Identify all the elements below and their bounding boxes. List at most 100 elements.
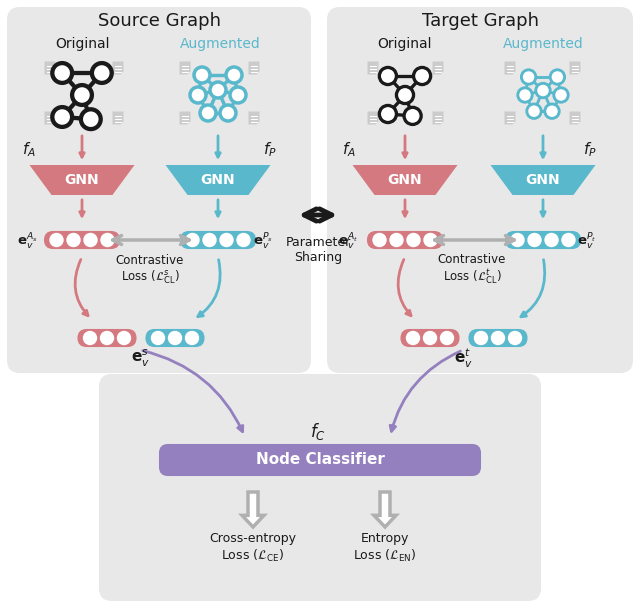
Polygon shape (353, 165, 458, 195)
Polygon shape (248, 62, 259, 74)
Circle shape (237, 233, 250, 247)
Text: $f_A$: $f_A$ (342, 141, 356, 160)
Circle shape (220, 105, 236, 121)
Circle shape (186, 233, 199, 247)
Polygon shape (179, 62, 191, 74)
Circle shape (50, 233, 63, 247)
Polygon shape (367, 62, 378, 74)
Circle shape (81, 109, 100, 129)
Text: Cross-entropy
Loss ($\mathcal{L}_{\mathrm{CE}}$): Cross-entropy Loss ($\mathcal{L}_{\mathr… (209, 532, 296, 564)
Polygon shape (570, 111, 580, 124)
Circle shape (152, 331, 164, 345)
Circle shape (522, 70, 536, 84)
Text: GNN: GNN (388, 173, 422, 187)
Text: Entropy
Loss ($\mathcal{L}_{\mathrm{EN}}$): Entropy Loss ($\mathcal{L}_{\mathrm{EN}}… (353, 532, 417, 564)
Text: $\mathbf{e}_v^{A_s}$: $\mathbf{e}_v^{A_s}$ (17, 232, 37, 252)
Circle shape (511, 233, 524, 247)
Circle shape (424, 331, 436, 345)
Circle shape (52, 63, 72, 83)
Circle shape (562, 233, 575, 247)
Circle shape (52, 107, 72, 127)
Circle shape (168, 331, 182, 345)
Polygon shape (242, 492, 264, 527)
Circle shape (545, 104, 559, 118)
Polygon shape (433, 62, 444, 74)
Circle shape (118, 331, 131, 345)
Text: Node Classifier: Node Classifier (255, 452, 385, 468)
Circle shape (406, 331, 419, 345)
Circle shape (230, 87, 246, 103)
FancyBboxPatch shape (160, 445, 480, 475)
Circle shape (67, 233, 80, 247)
Polygon shape (504, 62, 515, 74)
Text: $\mathbf{e}_v^{A_t}$: $\mathbf{e}_v^{A_t}$ (338, 232, 358, 252)
Polygon shape (45, 111, 56, 124)
Text: Target Graph: Target Graph (422, 12, 538, 30)
Circle shape (220, 233, 233, 247)
Circle shape (492, 331, 504, 345)
FancyBboxPatch shape (100, 375, 540, 600)
Polygon shape (113, 111, 124, 124)
Text: Original: Original (378, 37, 432, 51)
Polygon shape (433, 111, 444, 124)
Circle shape (527, 104, 541, 118)
Text: Parameter
Sharing: Parameter Sharing (285, 236, 351, 264)
Circle shape (424, 233, 437, 247)
FancyBboxPatch shape (470, 330, 527, 346)
Text: $f_P$: $f_P$ (263, 141, 276, 160)
Circle shape (528, 233, 541, 247)
FancyBboxPatch shape (368, 232, 442, 248)
Circle shape (396, 86, 413, 104)
Text: $f_A$: $f_A$ (22, 141, 36, 160)
Circle shape (413, 68, 431, 85)
Circle shape (404, 107, 421, 124)
FancyBboxPatch shape (79, 330, 136, 346)
Circle shape (101, 233, 114, 247)
Circle shape (72, 85, 92, 105)
Circle shape (100, 331, 113, 345)
Polygon shape (504, 111, 515, 124)
Text: Contrastive
Loss ($\mathcal{L}^s_{\mathrm{CL}}$): Contrastive Loss ($\mathcal{L}^s_{\mathr… (116, 253, 184, 286)
Polygon shape (248, 111, 259, 124)
Circle shape (536, 83, 550, 97)
Polygon shape (570, 62, 580, 74)
Polygon shape (113, 62, 124, 74)
Text: $\mathbf{e}_v^{P_s}$: $\mathbf{e}_v^{P_s}$ (253, 232, 273, 252)
Circle shape (210, 82, 226, 98)
Polygon shape (29, 165, 134, 195)
Circle shape (226, 67, 242, 83)
Circle shape (509, 331, 522, 345)
Circle shape (380, 68, 396, 85)
FancyBboxPatch shape (401, 330, 458, 346)
Text: $\mathbf{e}_v^t$: $\mathbf{e}_v^t$ (454, 347, 472, 370)
FancyBboxPatch shape (181, 232, 255, 248)
Circle shape (190, 87, 206, 103)
FancyBboxPatch shape (45, 232, 119, 248)
FancyBboxPatch shape (328, 8, 632, 372)
Circle shape (92, 63, 112, 83)
Text: $\mathbf{e}_v^s$: $\mathbf{e}_v^s$ (131, 348, 150, 368)
Text: GNN: GNN (525, 173, 560, 187)
Text: Augmented: Augmented (180, 37, 260, 51)
Text: Source Graph: Source Graph (97, 12, 221, 30)
Polygon shape (179, 111, 191, 124)
Circle shape (83, 331, 97, 345)
Circle shape (545, 233, 558, 247)
Circle shape (518, 88, 532, 102)
Circle shape (390, 233, 403, 247)
Circle shape (200, 105, 216, 121)
Text: $\mathbf{e}_v^{P_t}$: $\mathbf{e}_v^{P_t}$ (577, 232, 596, 252)
Circle shape (474, 331, 488, 345)
Text: Augmented: Augmented (502, 37, 584, 51)
FancyBboxPatch shape (8, 8, 310, 372)
Circle shape (194, 67, 210, 83)
Circle shape (554, 88, 568, 102)
Text: GNN: GNN (65, 173, 99, 187)
Circle shape (186, 331, 198, 345)
Circle shape (380, 105, 396, 122)
Circle shape (203, 233, 216, 247)
Polygon shape (490, 165, 595, 195)
Circle shape (373, 233, 386, 247)
FancyBboxPatch shape (506, 232, 580, 248)
Text: $f_P$: $f_P$ (583, 141, 596, 160)
